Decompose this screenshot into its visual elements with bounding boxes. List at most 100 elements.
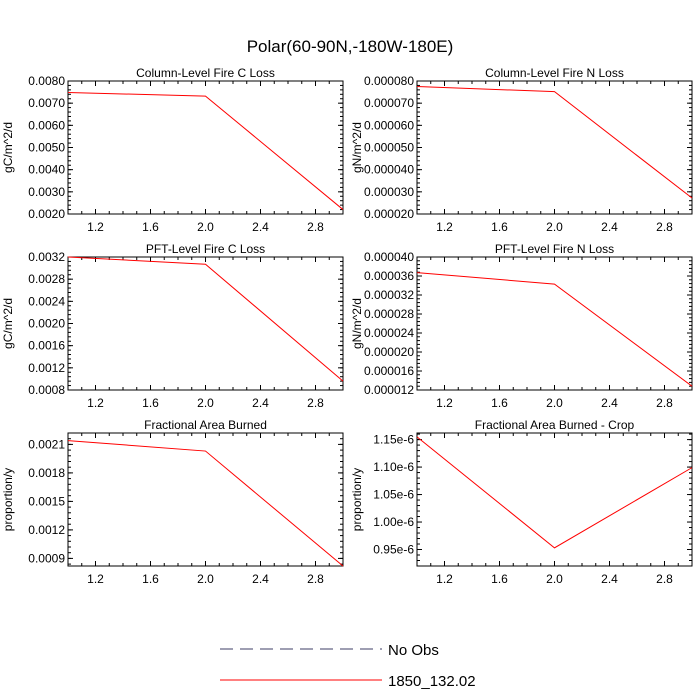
series-line (416, 86, 693, 199)
panel-title: PFT-Level Fire C Loss (146, 242, 265, 256)
panel-fractional-area-burned: Fractional Area Burned proportion/y 1.2 1.6… (1, 418, 344, 586)
y-tick-label: 0.000050 (364, 141, 414, 155)
y-tick-label: 0.000080 (364, 74, 414, 88)
x-tick-label: 1.6 (491, 396, 508, 410)
x-tick-label: 2.8 (307, 396, 324, 410)
y-tick-label: 0.0070 (28, 96, 65, 110)
x-tick-label: 1.6 (142, 396, 159, 410)
plot-frame (67, 432, 344, 567)
series-line (416, 436, 693, 549)
y-tick-label: 0.000040 (364, 163, 414, 177)
y-tick-label: 0.0012 (28, 523, 65, 537)
y-tick-label: 0.000060 (364, 118, 414, 132)
x-tick-label: 2.0 (546, 396, 563, 410)
y-tick-label: 0.0024 (28, 294, 65, 308)
plot-frame (67, 80, 344, 215)
plot-frame (67, 256, 344, 391)
x-tick-label: 1.2 (436, 220, 453, 234)
x-tick-label: 2.0 (546, 220, 563, 234)
y-tick-label: 0.0050 (28, 141, 65, 155)
y-tick-label: 1.10e-6 (373, 460, 414, 474)
x-tick-label: 2.8 (656, 572, 673, 586)
plot-frame (416, 80, 693, 215)
y-tick-label: 1.05e-6 (373, 488, 414, 502)
y-tick-label: 1.15e-6 (373, 433, 414, 447)
y-tick-label: 0.0060 (28, 118, 65, 132)
y-tick-label: 0.000020 (364, 207, 414, 221)
x-tick-label: 1.6 (142, 220, 159, 234)
panel-pft-n-loss: PFT-Level Fire N Loss gN/m^2/d 1.2 1.6 2.0 2.… (350, 242, 693, 410)
legend-label-no-obs: No Obs (388, 642, 439, 659)
y-tick-label: 0.000028 (364, 307, 414, 321)
x-tick-label: 2.4 (601, 396, 618, 410)
x-tick-label: 2.0 (197, 220, 214, 234)
y-tick-label: 1.00e-6 (373, 515, 414, 529)
y-axis-label: gC/m^2/d (1, 298, 15, 349)
y-axis-label: gN/m^2/d (350, 298, 364, 349)
figure-title: Polar(60-90N,-180W-180E) (247, 37, 454, 56)
y-tick-label: 0.0032 (28, 250, 65, 264)
panel-title: Fractional Area Burned (144, 418, 267, 432)
x-tick-label: 1.2 (87, 572, 104, 586)
y-tick-label: 0.0008 (28, 383, 65, 397)
x-tick-label: 2.8 (656, 220, 673, 234)
y-axis-label: gC/m^2/d (1, 122, 15, 173)
y-tick-label: 0.000030 (364, 185, 414, 199)
y-tick-label: 0.0028 (28, 272, 65, 286)
panel-column-c-loss: Column-Level Fire C Loss gC/m^2/d 1.2 1.6 2.… (1, 66, 344, 234)
x-tick-label: 1.2 (87, 396, 104, 410)
x-tick-label: 1.6 (491, 220, 508, 234)
y-tick-label: 0.000024 (364, 326, 414, 340)
x-tick-label: 2.0 (197, 396, 214, 410)
legend: No Obs 1850_132.02 (220, 642, 476, 690)
series-line (416, 272, 693, 387)
y-tick-label: 0.0040 (28, 163, 65, 177)
series-line (67, 92, 344, 210)
x-tick-label: 2.8 (307, 220, 324, 234)
x-tick-label: 2.8 (656, 396, 673, 410)
x-tick-label: 1.6 (491, 572, 508, 586)
y-tick-label: 0.000070 (364, 96, 414, 110)
y-tick-label: 0.0080 (28, 74, 65, 88)
series-line (67, 440, 344, 567)
x-tick-label: 2.0 (197, 572, 214, 586)
y-tick-label: 0.0020 (28, 207, 65, 221)
y-tick-label: 0.0009 (28, 551, 65, 565)
y-axis-label: gN/m^2/d (350, 122, 364, 173)
x-tick-label: 1.6 (142, 572, 159, 586)
x-tick-label: 2.0 (546, 572, 563, 586)
y-tick-label: 0.0012 (28, 361, 65, 375)
y-tick-label: 0.000012 (364, 383, 414, 397)
x-tick-label: 2.8 (307, 572, 324, 586)
x-tick-label: 2.4 (252, 220, 269, 234)
x-tick-label: 1.2 (87, 220, 104, 234)
x-tick-label: 2.4 (601, 572, 618, 586)
y-tick-label: 0.95e-6 (373, 543, 414, 557)
legend-label-1850: 1850_132.02 (388, 673, 476, 690)
y-tick-label: 0.000020 (364, 345, 414, 359)
y-axis-label: proportion/y (1, 468, 15, 531)
series-line (67, 256, 344, 382)
y-tick-label: 0.000040 (364, 250, 414, 264)
y-tick-label: 0.000032 (364, 288, 414, 302)
y-tick-label: 0.0020 (28, 317, 65, 331)
y-tick-label: 0.000016 (364, 364, 414, 378)
y-tick-label: 0.0030 (28, 185, 65, 199)
panel-title: Column-Level Fire C Loss (136, 66, 275, 80)
panel-title: Column-Level Fire N Loss (485, 66, 624, 80)
y-axis-label: proportion/y (350, 468, 364, 531)
y-tick-label: 0.0021 (28, 437, 65, 451)
panel-title: PFT-Level Fire N Loss (495, 242, 614, 256)
x-tick-label: 1.2 (436, 572, 453, 586)
plot-frame (416, 432, 693, 567)
y-tick-label: 0.0016 (28, 339, 65, 353)
panel-column-n-loss: Column-Level Fire N Loss gN/m^2/d 1.2 1.6 2.… (350, 66, 693, 234)
y-tick-label: 0.0015 (28, 494, 65, 508)
panel-title: Fractional Area Burned - Crop (475, 418, 635, 432)
x-tick-label: 1.2 (436, 396, 453, 410)
y-tick-label: 0.0018 (28, 466, 65, 480)
panel-pft-c-loss: PFT-Level Fire C Loss gC/m^2/d 1.2 1.6 2.0 2.… (1, 242, 344, 410)
x-tick-label: 2.4 (252, 396, 269, 410)
y-tick-label: 0.000036 (364, 269, 414, 283)
